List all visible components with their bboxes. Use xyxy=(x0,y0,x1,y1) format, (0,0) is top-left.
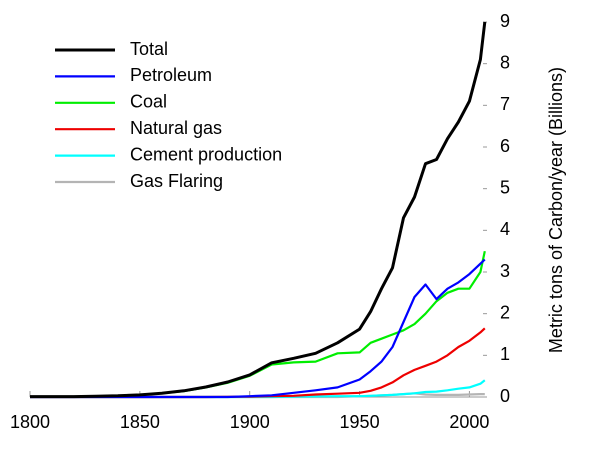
y-tick-label: 7 xyxy=(500,94,510,114)
x-tick-label: 1950 xyxy=(340,412,380,432)
legend-label: Petroleum xyxy=(130,65,212,85)
x-tick-label: 1900 xyxy=(230,412,270,432)
y-tick-label: 6 xyxy=(500,136,510,156)
x-tick-label: 2000 xyxy=(449,412,489,432)
y-tick-label: 2 xyxy=(500,302,510,322)
legend-label: Cement production xyxy=(130,144,282,164)
legend-label: Coal xyxy=(130,92,167,112)
y-tick-label: 3 xyxy=(500,261,510,281)
series-line xyxy=(30,250,486,398)
y-tick-label: 4 xyxy=(500,219,510,239)
y-tick-label: 0 xyxy=(500,386,510,406)
legend-label: Gas Flaring xyxy=(130,171,223,191)
y-tick-label: 8 xyxy=(500,52,510,72)
x-tick-label: 1850 xyxy=(120,412,160,432)
series-line xyxy=(30,327,486,399)
x-tick-label: 1800 xyxy=(10,412,50,432)
y-tick-label: 5 xyxy=(500,177,510,197)
legend-label: Natural gas xyxy=(130,118,222,138)
series-line xyxy=(30,258,486,399)
y-tick-label: 1 xyxy=(500,344,510,364)
y-tick-label: 9 xyxy=(500,11,510,31)
series-line xyxy=(30,21,487,399)
legend-label: Total xyxy=(130,39,168,59)
y-axis-label: Metric tons of Carbon/year (Billions) xyxy=(546,67,566,353)
